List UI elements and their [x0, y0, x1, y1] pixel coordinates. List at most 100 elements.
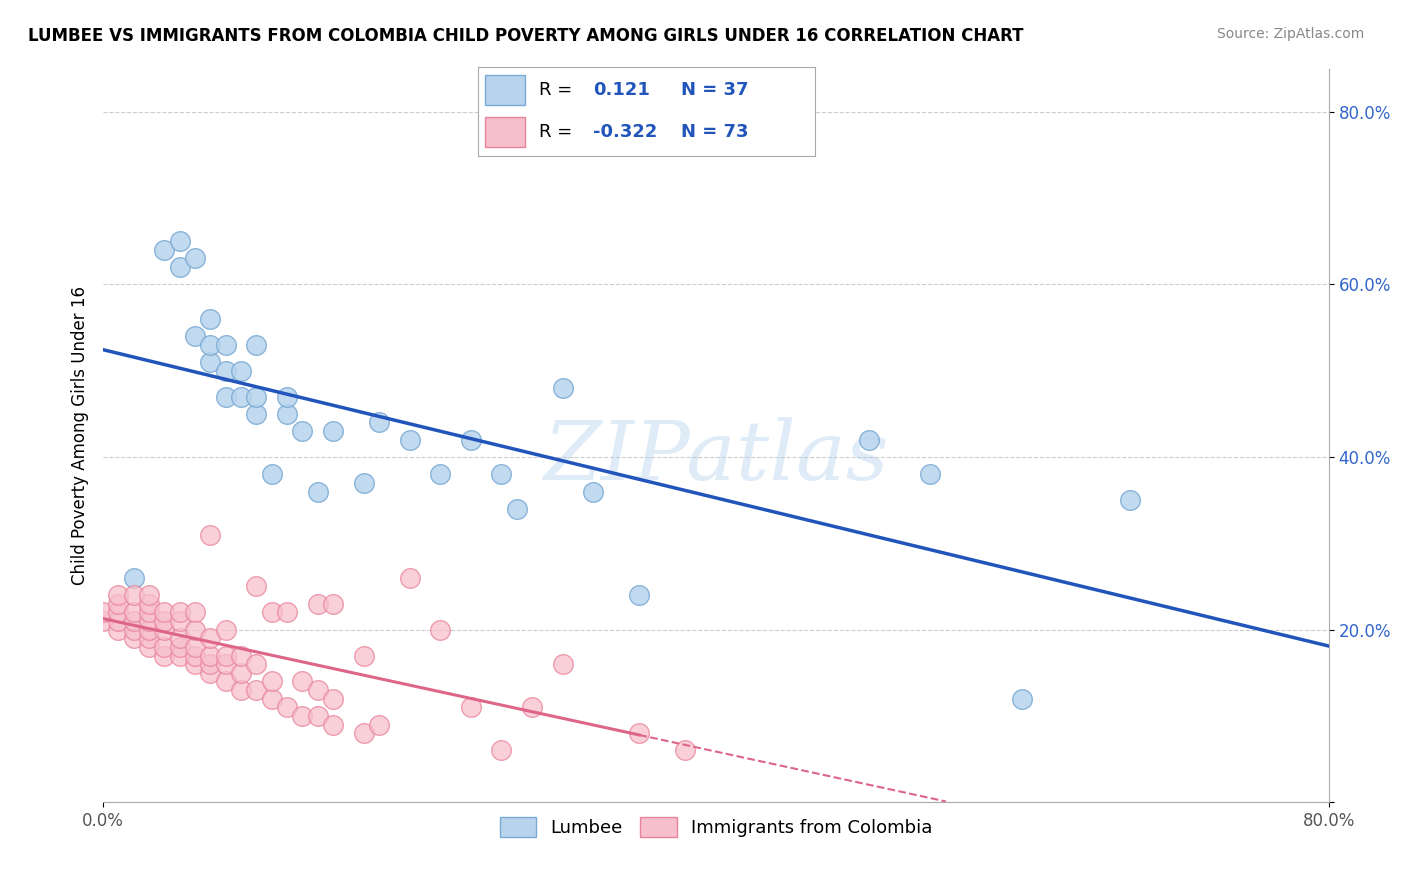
Text: N = 73: N = 73: [681, 123, 748, 141]
Point: [551, 657, 574, 672]
Text: R =: R =: [538, 81, 572, 99]
Point: [169, 234, 191, 248]
Point: [260, 467, 283, 482]
Point: [491, 467, 513, 482]
Point: [200, 527, 222, 541]
Point: [91, 614, 114, 628]
Point: [520, 700, 543, 714]
Point: [200, 665, 222, 680]
Point: [122, 588, 145, 602]
Point: [245, 683, 267, 698]
Point: [229, 390, 252, 404]
Point: [184, 605, 207, 619]
Point: [460, 433, 482, 447]
Point: [169, 640, 191, 654]
Point: [291, 709, 314, 723]
Point: [429, 623, 451, 637]
Point: [107, 597, 129, 611]
Point: [138, 597, 160, 611]
Point: [245, 407, 267, 421]
Point: [169, 260, 191, 274]
Point: [291, 674, 314, 689]
Point: [107, 614, 129, 628]
Point: [200, 355, 222, 369]
Point: [184, 640, 207, 654]
Point: [169, 632, 191, 646]
Point: [153, 243, 176, 257]
Point: [367, 717, 389, 731]
Point: [322, 424, 344, 438]
Point: [107, 623, 129, 637]
Point: [628, 588, 651, 602]
Point: [245, 579, 267, 593]
Point: [184, 329, 207, 343]
Point: [215, 674, 238, 689]
Bar: [485, 75, 526, 105]
Point: [215, 364, 238, 378]
Point: [138, 632, 160, 646]
Point: [307, 484, 329, 499]
Point: [215, 337, 238, 351]
Text: ZIPatlas: ZIPatlas: [543, 417, 889, 498]
Point: [138, 588, 160, 602]
Point: [169, 648, 191, 663]
Point: [184, 623, 207, 637]
Point: [200, 311, 222, 326]
Point: [215, 623, 238, 637]
Point: [229, 683, 252, 698]
Point: [169, 605, 191, 619]
Point: [122, 623, 145, 637]
Point: [398, 571, 420, 585]
Point: [353, 648, 375, 663]
Point: [628, 726, 651, 740]
Point: [276, 605, 298, 619]
Legend: Lumbee, Immigrants from Colombia: Lumbee, Immigrants from Colombia: [492, 809, 939, 845]
Point: [122, 571, 145, 585]
Text: Source: ZipAtlas.com: Source: ZipAtlas.com: [1216, 27, 1364, 41]
Point: [153, 640, 176, 654]
Point: [276, 390, 298, 404]
Point: [322, 597, 344, 611]
Point: [122, 614, 145, 628]
Point: [353, 475, 375, 490]
Text: 0.121: 0.121: [593, 81, 650, 99]
Point: [260, 674, 283, 689]
Point: [122, 632, 145, 646]
Point: [1011, 691, 1033, 706]
Text: LUMBEE VS IMMIGRANTS FROM COLOMBIA CHILD POVERTY AMONG GIRLS UNDER 16 CORRELATIO: LUMBEE VS IMMIGRANTS FROM COLOMBIA CHILD…: [28, 27, 1024, 45]
Point: [322, 691, 344, 706]
Point: [200, 337, 222, 351]
Point: [138, 605, 160, 619]
Point: [276, 407, 298, 421]
Point: [260, 605, 283, 619]
Point: [138, 623, 160, 637]
Point: [307, 597, 329, 611]
Text: R =: R =: [538, 123, 572, 141]
Point: [291, 424, 314, 438]
Point: [245, 390, 267, 404]
Point: [398, 433, 420, 447]
Point: [551, 381, 574, 395]
Point: [1118, 493, 1140, 508]
Point: [184, 252, 207, 266]
Point: [506, 501, 529, 516]
Point: [491, 743, 513, 757]
Text: -0.322: -0.322: [593, 123, 657, 141]
Point: [353, 726, 375, 740]
Point: [153, 614, 176, 628]
Point: [307, 683, 329, 698]
Point: [858, 433, 880, 447]
Point: [429, 467, 451, 482]
Point: [153, 605, 176, 619]
Point: [673, 743, 696, 757]
Point: [184, 648, 207, 663]
Point: [138, 614, 160, 628]
Point: [153, 648, 176, 663]
Point: [215, 648, 238, 663]
Point: [322, 717, 344, 731]
Point: [245, 337, 267, 351]
Text: N = 37: N = 37: [681, 81, 748, 99]
Point: [276, 700, 298, 714]
Point: [229, 648, 252, 663]
Point: [169, 614, 191, 628]
